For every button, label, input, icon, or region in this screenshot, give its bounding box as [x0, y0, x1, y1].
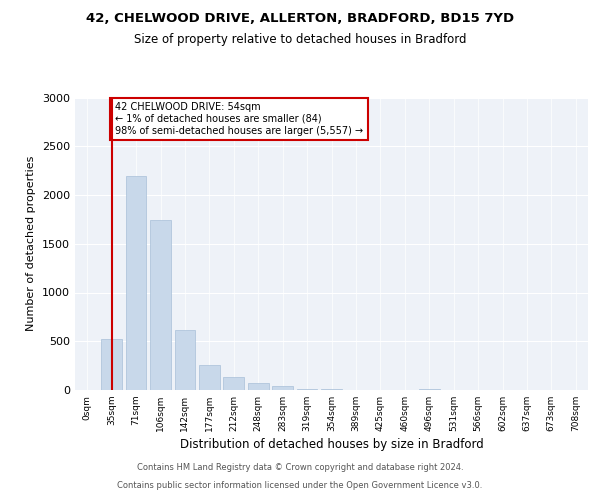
Y-axis label: Number of detached properties: Number of detached properties	[26, 156, 37, 332]
Bar	[248, 383, 269, 390]
Text: 42 CHELWOOD DRIVE: 54sqm
← 1% of detached houses are smaller (84)
98% of semi-de: 42 CHELWOOD DRIVE: 54sqm ← 1% of detache…	[115, 102, 364, 136]
Text: Contains HM Land Registry data © Crown copyright and database right 2024.: Contains HM Land Registry data © Crown c…	[137, 464, 463, 472]
Bar	[419, 388, 440, 390]
Bar	[101, 340, 122, 390]
Text: Size of property relative to detached houses in Bradford: Size of property relative to detached ho…	[134, 32, 466, 46]
Bar	[296, 388, 317, 390]
Bar	[175, 330, 196, 390]
X-axis label: Distribution of detached houses by size in Bradford: Distribution of detached houses by size …	[179, 438, 484, 451]
Bar	[321, 389, 342, 390]
Bar	[272, 386, 293, 390]
Text: Contains public sector information licensed under the Open Government Licence v3: Contains public sector information licen…	[118, 481, 482, 490]
Bar	[150, 220, 171, 390]
Bar	[125, 176, 146, 390]
Text: 42, CHELWOOD DRIVE, ALLERTON, BRADFORD, BD15 7YD: 42, CHELWOOD DRIVE, ALLERTON, BRADFORD, …	[86, 12, 514, 26]
Bar	[223, 378, 244, 390]
Bar	[199, 364, 220, 390]
